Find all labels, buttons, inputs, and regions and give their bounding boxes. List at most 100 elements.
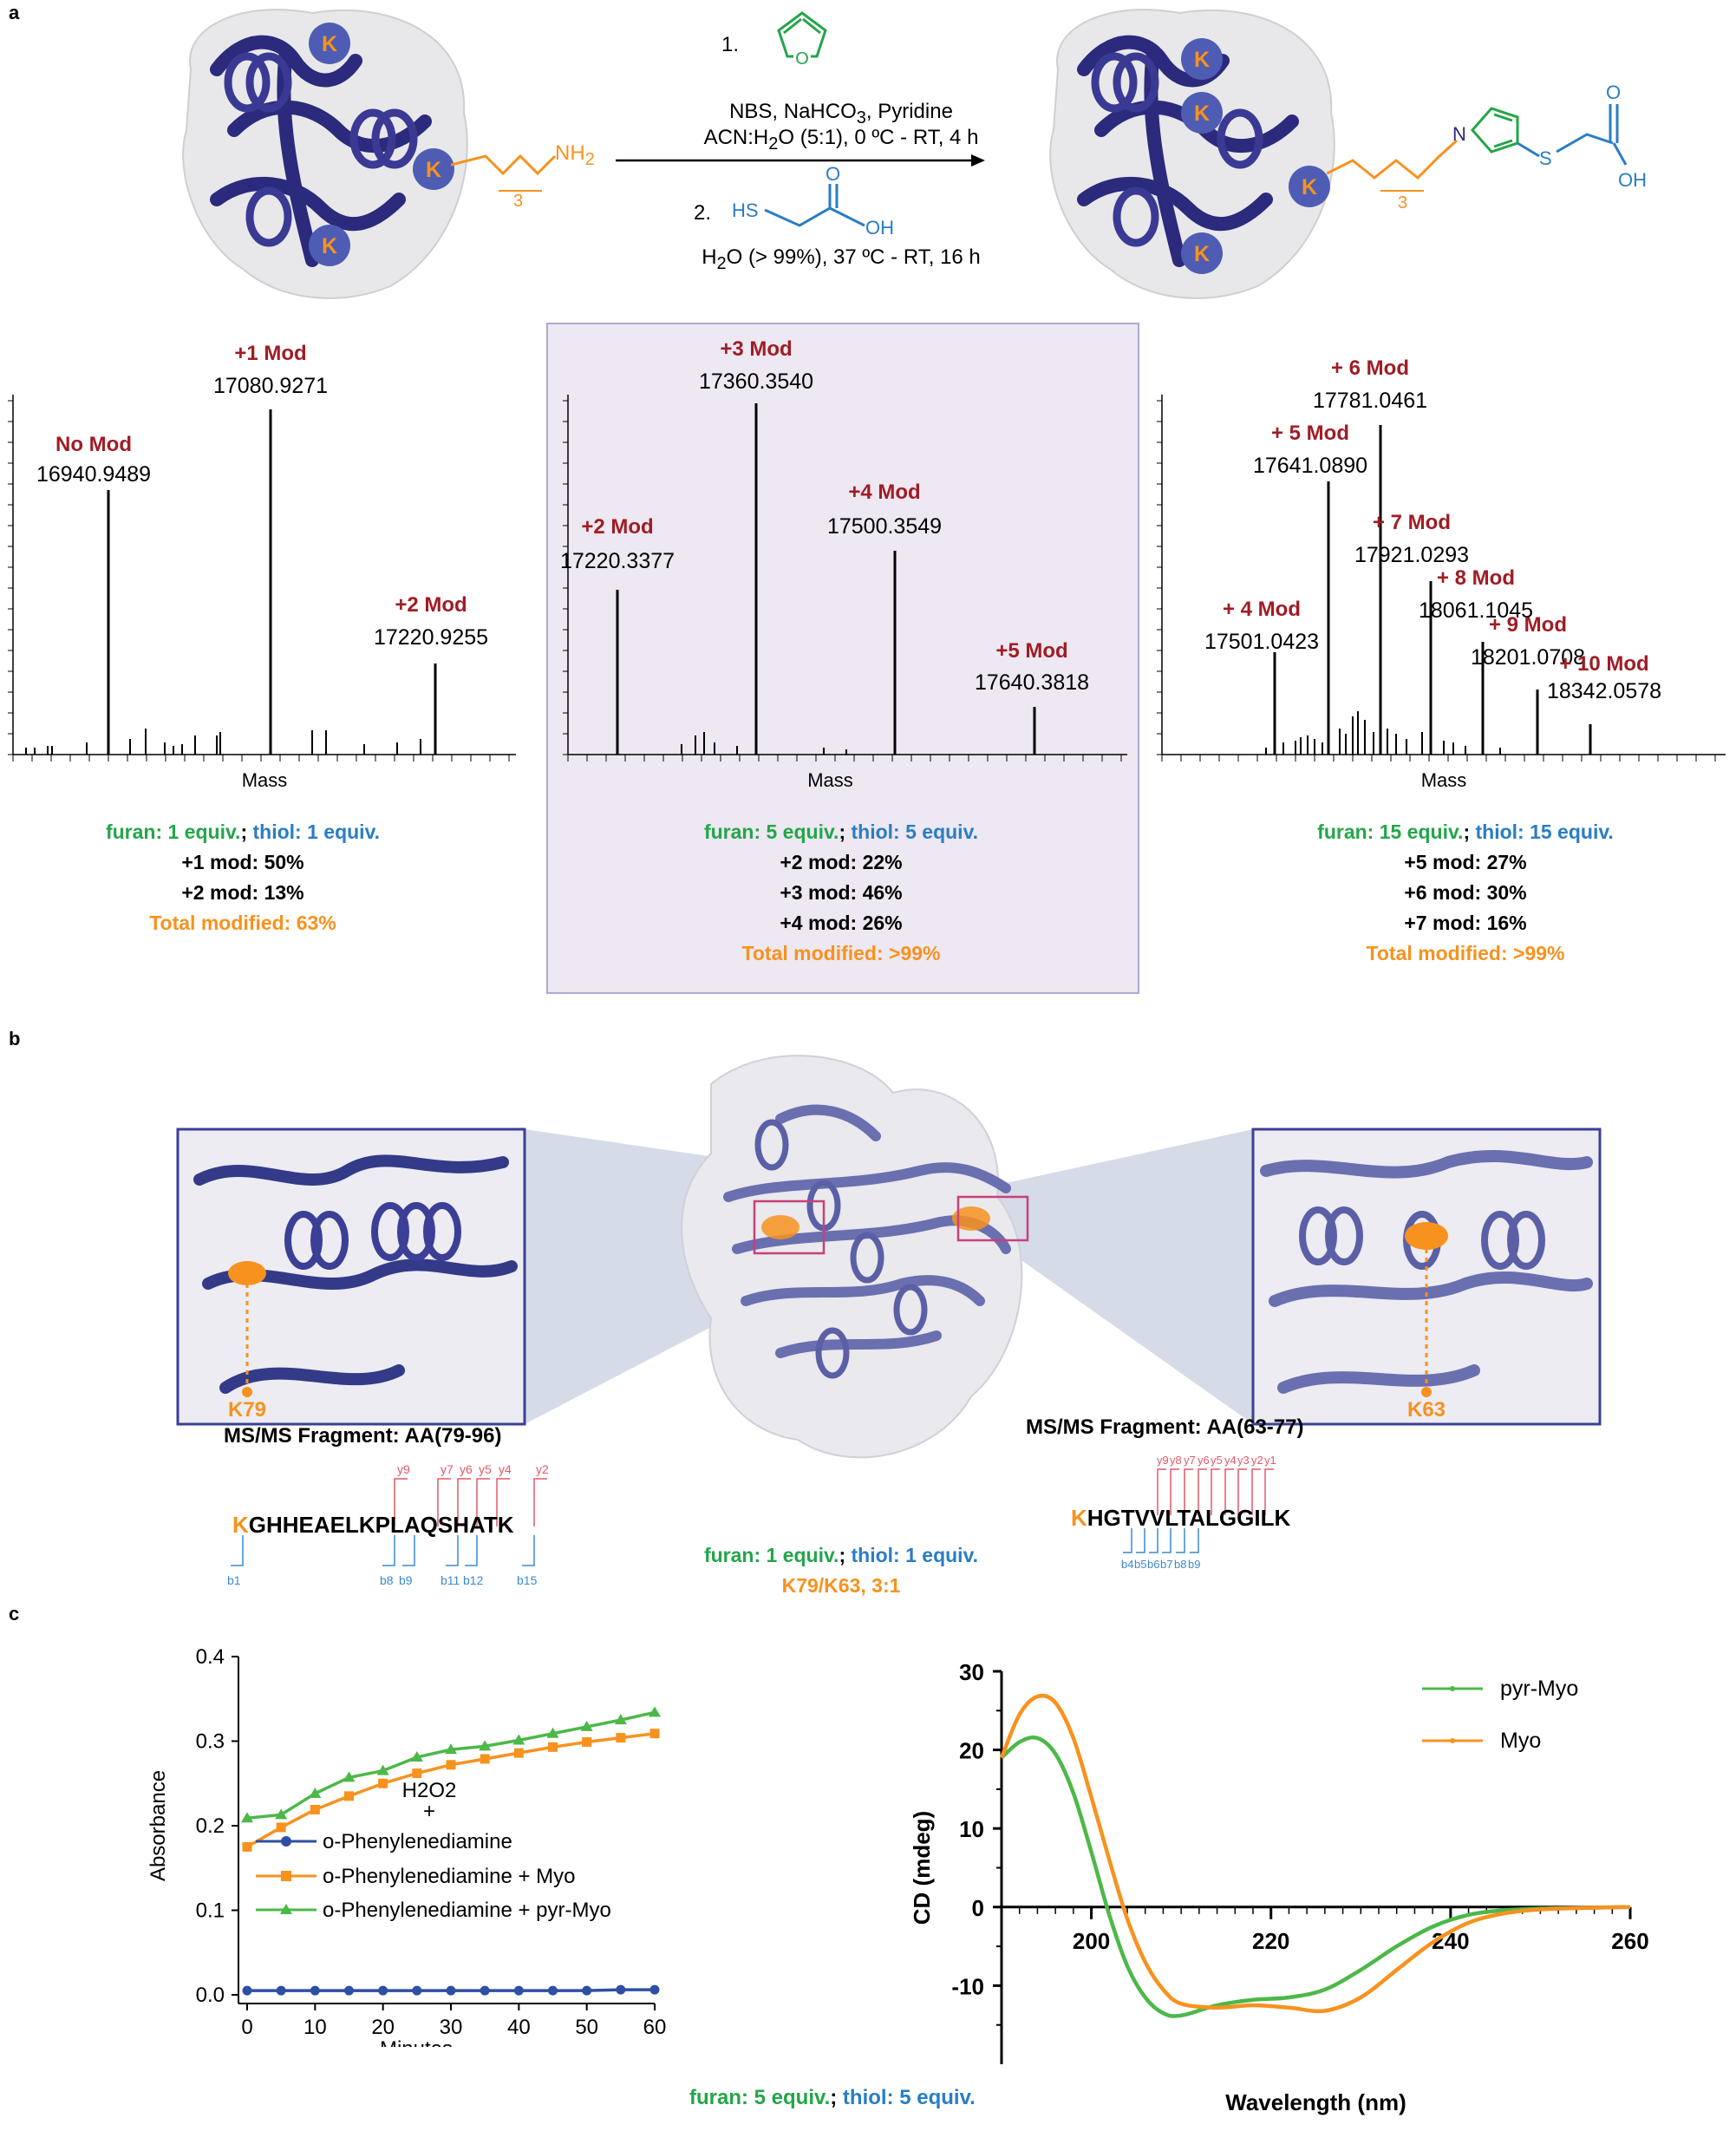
peak-mod-label: + 4 Mod [1223,598,1301,621]
mod-percent: +4 mod: 26% [780,912,903,934]
peak-mod-label: + 7 Mod [1373,511,1451,534]
peptide-residues: GHHEAELKPLAQSHATK [248,1512,514,1538]
lysine-label: K [322,234,337,258]
series-line [999,1693,1631,2014]
data-point [378,1778,388,1788]
b-ion: b6 [1147,1558,1159,1571]
step2-text-a: H [702,245,717,269]
protein-left: K K K [182,9,468,299]
thiol-equiv: thiol: 1 equiv. [252,820,381,843]
b-ion: b11 [441,1573,460,1587]
y-ion: y9 [397,1462,410,1476]
step1-conditions-line1: NBS, NaHCO3, Pyridine [659,100,1023,128]
peak-mass-label: 17641.0890 [1253,454,1367,478]
legend-plus: + [423,1800,435,1823]
reaction-arrow [616,154,985,167]
data-point [276,1985,286,1996]
peak-mod-label: +1 Mod [234,342,306,365]
x-tick-label: 200 [1073,1928,1110,1954]
peak-mass-label: 17921.0293 [1354,543,1469,567]
thiol-oh: OH [865,217,894,239]
peak-mass-label: 18201.0708 [1471,645,1585,670]
furan-structure: O [777,11,827,69]
data-point [344,1791,354,1801]
x-tick-label: 10 [303,2016,327,2039]
data-point [410,1751,423,1762]
mod-percent: +3 mod: 46% [780,881,903,904]
step2-text-b: O (> 99%), 37 ºC - RT, 16 h [726,245,981,269]
data-point [582,1736,592,1747]
data-point [480,1754,490,1764]
lysine-label: K [1302,175,1317,199]
data-point [616,1733,626,1743]
legend-label: pyr-Myo [1500,1677,1578,1701]
data-point [580,1720,593,1731]
thioether-sulfur: S [1539,147,1552,169]
data-point [445,1743,457,1755]
data-point [480,1985,490,1996]
x-tick-label: 30 [440,2016,463,2039]
peak-mass-label: 17080.9271 [213,374,328,398]
series-line [1000,1735,1631,2018]
mod-percent: +2 mod: 22% [780,851,903,873]
legend-marker [1450,1686,1455,1691]
data-point [343,1771,356,1782]
modified-lysine: K [1071,1505,1087,1531]
x-axis-label: Mass [1421,769,1467,791]
x-axis-label: Wavelength (nm) [1225,2089,1406,2115]
peak-mass-label: 18061.1045 [1419,598,1533,623]
step1-sub: 3 [856,108,866,127]
peak-mod-label: No Mod [55,433,132,456]
y-ion: y4 [1224,1454,1237,1467]
peak-mass-label: 17220.9255 [374,625,488,650]
thiol-equiv: thiol: 5 equiv. [842,2086,976,2109]
b-ion: b5 [1134,1558,1146,1571]
pyrrole-thioether-chain: 3 N S O OH [1327,82,1647,212]
y-ion: y7 [441,1462,454,1476]
b-ion: b7 [1160,1558,1172,1571]
legend-label: o-Phenylenediamine [323,1830,512,1853]
x-tick-label: 220 [1252,1928,1289,1954]
x-axis-label: Mass [242,769,288,791]
b-ion: b12 [463,1573,484,1587]
y-tick-label: -10 [951,1973,984,1999]
y-ion: y6 [1198,1454,1210,1467]
reagent-ratio-1: furan: 1 equiv.; thiol: 1 equiv. [52,817,434,847]
data-point [446,1985,456,1996]
thiol-equiv: thiol: 1 equiv. [851,1544,979,1566]
step1-conditions-line2: ACN:H2O (5:1), 0 ºC - RT, 4 h [642,126,1041,154]
step2-sub: 2 [716,253,727,273]
peak-mass-label: 16940.9489 [36,462,151,487]
mass-spectra: No Mod 16940.9489 +1 Mod 17080.9271 +2 Mod 17… [8,338,1726,791]
mod-percent: +6 mod: 30% [1404,881,1527,904]
peak-mass-label: 17360.3540 [699,369,813,394]
data-point [242,1841,252,1852]
data-point [582,1985,592,1996]
pyrrole-nitrogen: N [1452,123,1466,145]
data-point [344,1985,354,1996]
panel-b-reagents: furan: 1 equiv.; thiol: 1 equiv. [607,1540,1075,1571]
legend-label: Myo [1500,1729,1541,1753]
peak-mass-label: 17501.0423 [1204,630,1319,654]
panel-b-conditions: furan: 1 equiv.; thiol: 1 equiv. K79/K63… [607,1540,1075,1601]
y-axis-label: CD (mdeg) [909,1811,935,1925]
legend-marker [1450,1738,1455,1743]
y-ion: y5 [1211,1454,1223,1467]
highlight-box [546,323,1139,994]
b-ion: b9 [399,1573,413,1587]
data-point [513,1985,524,1996]
separator: ; [240,820,248,843]
y-tick-label: 20 [959,1738,984,1764]
peak-mass-label: 18342.0578 [1547,679,1661,703]
furan-oxygen: O [795,49,809,69]
structure-zoom-figure [176,1055,1602,1459]
peak-mod-label: + 10 Mod [1559,652,1648,676]
y-tick-label: 10 [959,1816,984,1842]
data-point [309,1787,322,1798]
data-point [513,1748,524,1758]
panel-b-letter: b [9,1028,21,1049]
site-ratio: K79/K63, 3:1 [781,1574,901,1597]
total-modified: Total modified: >99% [1366,942,1565,964]
separator: ; [1463,820,1471,843]
data-point [546,1727,559,1738]
